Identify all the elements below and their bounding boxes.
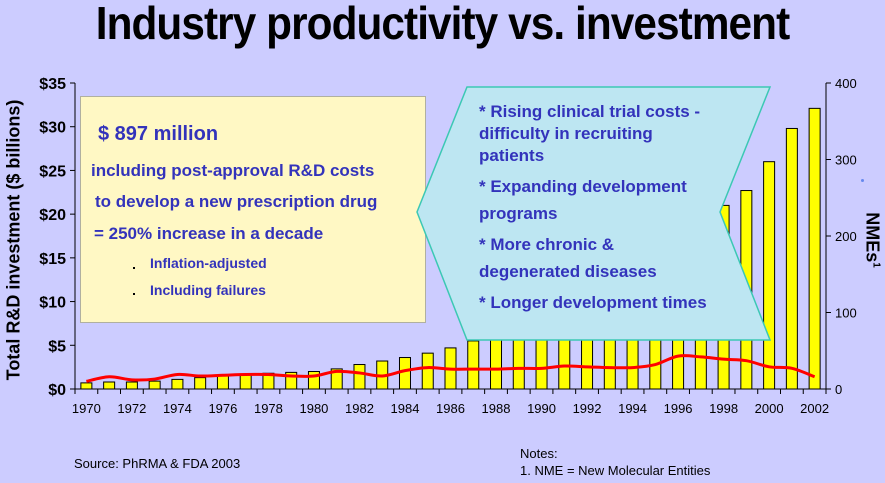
- decorative-dot: [861, 179, 864, 182]
- x-tick-label: 1974: [163, 401, 192, 416]
- nme-line-series: [86, 354, 816, 383]
- cost-line: to develop a new prescription drug: [95, 192, 378, 211]
- x-tick-label: 2002: [800, 401, 829, 416]
- page-title: Industry productivity vs. investment: [95, 0, 790, 49]
- y2-tick-label: 300: [835, 153, 857, 168]
- x-tick-label: 1984: [391, 401, 420, 416]
- callout-line: * Expanding development: [479, 177, 687, 196]
- callout-line: programs: [479, 204, 558, 223]
- callout-line: patients: [479, 146, 545, 165]
- bullet-icon: [133, 293, 135, 295]
- cost-summary-box: $ 897 million including post-approval R&…: [80, 96, 426, 323]
- x-tick-label: 1980: [299, 401, 328, 416]
- y-tick-label: $15: [39, 251, 66, 268]
- cost-headline: $ 897 million: [98, 123, 219, 145]
- y-tick-label: $5: [48, 338, 66, 355]
- y-tick-label: $10: [39, 295, 66, 312]
- callout-line: difficulty in recruiting: [479, 124, 653, 143]
- cost-line: including post-approval R&D costs: [91, 161, 375, 180]
- callout-chevron: [416, 86, 772, 341]
- callout-line: * Rising clinical trial costs -: [479, 102, 701, 121]
- x-tick-label: 1976: [208, 401, 237, 416]
- note-item: 1. NME = New Molecular Entities: [520, 463, 711, 478]
- bullet-item: Inflation-adjusted: [150, 255, 267, 271]
- callout-line: * More chronic &: [479, 235, 615, 254]
- y-tick-label: $0: [48, 382, 66, 399]
- x-tick-label: 1996: [664, 401, 693, 416]
- x-tick-label: 1994: [618, 401, 647, 416]
- callout-line: * Longer development times: [479, 293, 707, 312]
- x-tick-label: 1988: [482, 401, 511, 416]
- x-tick-label: 1970: [72, 401, 101, 416]
- bullet-item: Including failures: [150, 282, 266, 298]
- y-tick-label: $30: [39, 120, 66, 137]
- y-tick-label: $25: [39, 163, 66, 180]
- y2-tick-label: 200: [835, 229, 857, 244]
- y-tick-label: $20: [39, 207, 66, 224]
- x-tick-label: 1990: [527, 401, 556, 416]
- x-tick-label: 1986: [436, 401, 465, 416]
- x-tick-label: 1998: [709, 401, 738, 416]
- x-tick-label: 1982: [345, 401, 374, 416]
- y2-tick-label: 400: [835, 76, 857, 91]
- y2-tick-label: 0: [835, 382, 842, 397]
- callout-line: degenerated diseases: [479, 262, 657, 281]
- bullet-icon: [133, 267, 135, 269]
- x-tick-label: 2000: [755, 401, 784, 416]
- cost-line: = 250% increase in a decade: [94, 224, 324, 243]
- x-tick-label: 1978: [254, 401, 283, 416]
- x-tick-label: 1972: [117, 401, 146, 416]
- y2-tick-label: 100: [835, 306, 857, 321]
- notes-title: Notes:: [520, 446, 558, 461]
- axes: $0 $5 $10 $15 $20 $25 $30 $35 0 100 200 300 400 1970 1…: [39, 76, 856, 416]
- source-note: Source: PhRMA & FDA 2003: [74, 456, 241, 471]
- y-tick-label: $35: [39, 76, 66, 93]
- x-tick-label: 1992: [573, 401, 602, 416]
